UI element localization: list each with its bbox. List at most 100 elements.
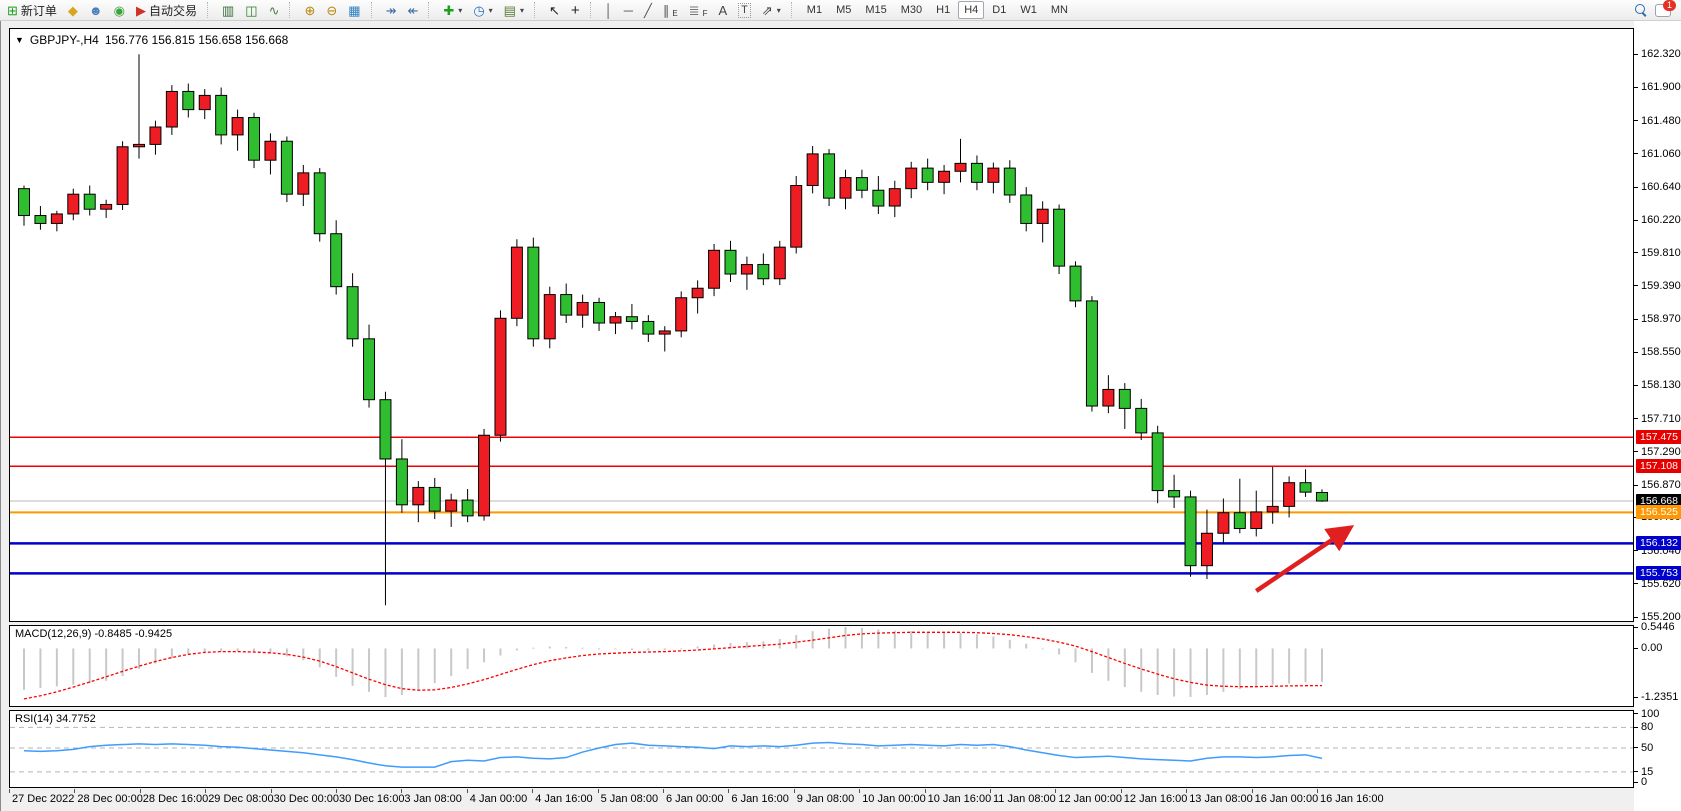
search-icon[interactable] (1635, 4, 1647, 17)
periods-button[interactable]: ◷ ▾ (468, 0, 497, 20)
price-tick: 161.060 (1634, 148, 1681, 160)
cursor-tool-button[interactable]: ↖ (544, 0, 565, 20)
time-tick (466, 789, 468, 793)
chevron-down-icon: ▾ (776, 5, 781, 15)
macd-tick: 0.00 (1634, 642, 1662, 654)
support-button[interactable]: ☻ (84, 0, 108, 20)
crosshair-tool-button[interactable]: + (566, 0, 585, 20)
auto-trading-button[interactable]: ▶ 自动交易 (131, 0, 202, 20)
chevron-down-icon: ▾ (519, 5, 524, 15)
horizontal-line-tool-button[interactable]: ─ (619, 0, 638, 20)
timeframe-button-MN[interactable]: MN (1050, 4, 1068, 16)
new-order-icon: ⊞ (7, 2, 18, 18)
auto-trading-icon: ▶ (135, 2, 146, 18)
chat-icon[interactable]: 1 (1655, 0, 1676, 17)
tile-windows-button[interactable]: ▦ (343, 0, 365, 20)
text-label-icon: T (738, 2, 751, 18)
chevron-down-icon: ▾ (488, 5, 493, 15)
symbol-period-label: GBPJPY-,H4 (29, 33, 99, 47)
crosshair-icon: + (570, 1, 580, 19)
macd-histogram (23, 627, 1323, 698)
timeframe-button-M1[interactable]: M1 (806, 4, 823, 16)
main-chart-pane[interactable]: ▼ GBPJPY-,H4 156.776 156.815 156.658 156… (9, 28, 1634, 622)
arrows-tool-button[interactable]: ⇗ ▾ (757, 0, 786, 20)
timeframe-button-W1[interactable]: W1 (1020, 4, 1037, 16)
indicators-icon: ✚ (443, 2, 455, 18)
rsi-chart[interactable] (10, 711, 1633, 787)
price-badge-157.475: 157.475 (1636, 430, 1681, 445)
timeframe-button-D1[interactable]: D1 (992, 4, 1007, 16)
rsi-tick: 0 (1634, 776, 1647, 788)
time-label: 5 Jan 08:00 (600, 793, 659, 805)
candlestick-chart-button[interactable]: ◫ (240, 0, 262, 20)
chevron-down-icon: ▾ (458, 5, 463, 15)
timeframe-button-M30[interactable]: M30 (900, 4, 923, 16)
time-label: 28 Dec 00:00 (77, 793, 143, 805)
auto-trading-label: 自动交易 (148, 3, 197, 18)
price-tick: 159.390 (1634, 280, 1681, 292)
price-badge-156.132: 156.132 (1636, 536, 1681, 551)
indicators-button[interactable]: ✚ ▾ (438, 0, 467, 20)
megaphone-button[interactable]: ◆ (63, 0, 83, 20)
zoom-out-button[interactable]: ⊖ (321, 0, 342, 20)
trend-arrow[interactable] (1254, 525, 1355, 593)
candles[interactable] (18, 54, 1328, 606)
rsi-tick: 50 (1634, 742, 1653, 754)
zoom-in-button[interactable]: ⊕ (299, 0, 320, 20)
symbol-dropdown-icon[interactable]: ▼ (15, 35, 24, 45)
auto-scroll-button[interactable]: ↠ (381, 0, 402, 20)
time-label: 9 Jan 08:00 (796, 793, 855, 805)
time-tick (9, 789, 10, 793)
price-tick: 155.620 (1634, 578, 1681, 590)
fibonacci-sub-label: F (702, 8, 708, 18)
timeframe-button-H1[interactable]: H1 (936, 4, 951, 16)
time-label: 10 Jan 00:00 (862, 793, 926, 805)
time-tick (1120, 789, 1122, 793)
new-order-button[interactable]: ⊞ 新订单 (2, 0, 62, 20)
rsi-pane[interactable]: RSI(14) 34.7752 (9, 710, 1634, 788)
bar-chart-icon: ▥ (221, 2, 235, 18)
time-label: 3 Jan 08:00 (404, 793, 462, 805)
time-tick (74, 789, 76, 793)
time-label: 12 Jan 00:00 (1058, 793, 1123, 805)
price-tick: 158.550 (1634, 346, 1681, 358)
time-tick (990, 789, 991, 793)
macd-chart[interactable] (10, 626, 1633, 706)
bar-chart-button[interactable]: ▥ (217, 0, 239, 20)
timeframe-button-M15[interactable]: M15 (865, 4, 887, 16)
line-chart-icon: ∿ (268, 2, 280, 18)
price-tick: 161.900 (1634, 81, 1681, 93)
time-tick (1055, 789, 1057, 793)
auto-scroll-icon: ↠ (385, 2, 397, 18)
equidistant-channel-tool-button[interactable]: ∥ E (658, 0, 683, 20)
price-badge-157.108: 157.108 (1636, 459, 1681, 474)
equidistant-channel-icon: ∥ (662, 2, 670, 18)
price-tick: 161.480 (1634, 115, 1681, 127)
time-tick (793, 789, 795, 793)
templates-button[interactable]: ▤ ▾ (499, 0, 529, 20)
candlestick-chart[interactable] (10, 29, 1633, 621)
time-axis[interactable]: 27 Dec 2022 28 Dec 00:00 28 Dec 16:00 29 De… (9, 789, 1634, 811)
price-axis[interactable]: 162.320 161.900 161.480 161.060 160.640 160.2… (1634, 21, 1681, 811)
time-label: 13 Jan 08:00 (1189, 793, 1253, 805)
vertical-line-tool-button[interactable]: │ (600, 0, 618, 20)
price-tick: 155.200 (1634, 611, 1681, 623)
rsi-label: RSI(14) 34.7752 (15, 713, 96, 725)
trendline-tool-button[interactable]: ╱ (639, 0, 657, 20)
text-label-tool-button[interactable]: T (733, 0, 756, 20)
time-label: 6 Jan 16:00 (731, 793, 789, 805)
fibonacci-tool-button[interactable]: ≣ F (684, 0, 713, 20)
line-chart-button[interactable]: ∿ (264, 0, 285, 20)
time-tick (139, 789, 141, 793)
toolbar-separator (533, 2, 540, 18)
macd-pane[interactable]: MACD(12,26,9) -0.8485 -0.9425 (9, 625, 1634, 707)
price-tick: 160.640 (1634, 181, 1681, 193)
text-tool-button[interactable]: A (713, 0, 732, 20)
chart-shift-button[interactable]: ↞ (402, 0, 423, 20)
macd-label: MACD(12,26,9) -0.8485 -0.9425 (15, 628, 173, 640)
timeframe-button-M5[interactable]: M5 (836, 4, 852, 16)
price-tick: 158.130 (1634, 379, 1681, 391)
time-label: 16 Jan 16:00 (1320, 793, 1384, 805)
signals-button[interactable]: ◉ (109, 0, 130, 20)
timeframe-button-H4[interactable]: H4 (958, 1, 985, 19)
